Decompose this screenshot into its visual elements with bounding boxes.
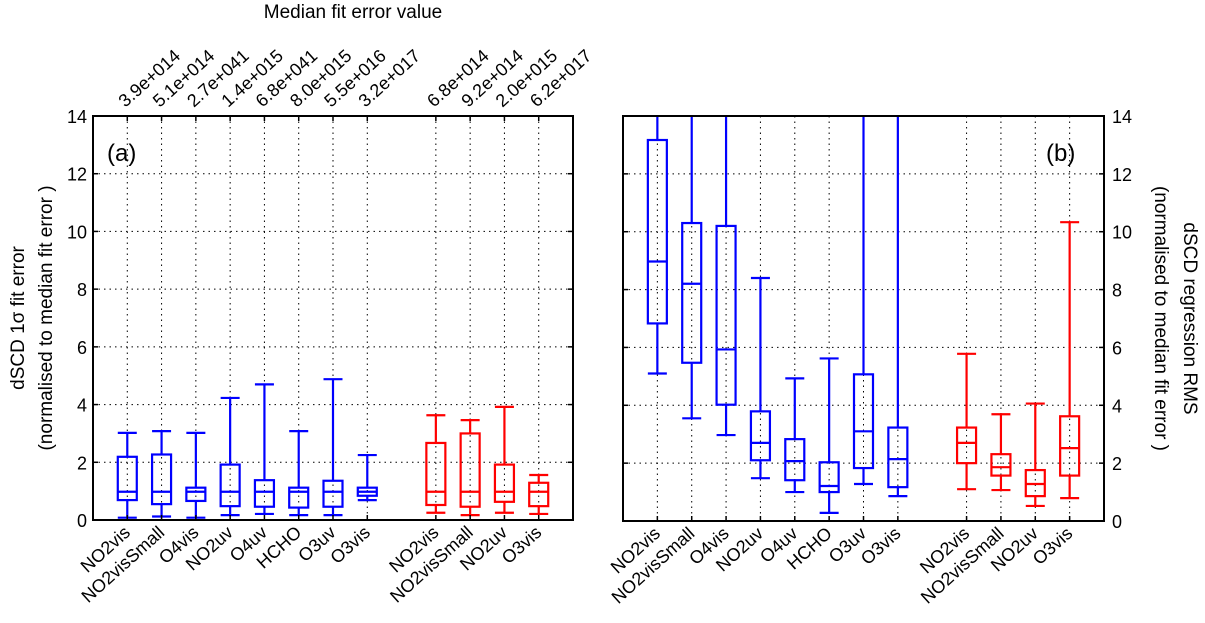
box-o3vis [1059, 221, 1081, 500]
box-iqr [749, 410, 772, 462]
y-tick-label: 0 [77, 511, 87, 531]
panel-label: (b) [1046, 140, 1075, 167]
y-tick-label: 10 [67, 222, 87, 242]
box-iqr [681, 221, 703, 364]
y-tick-label: 4 [77, 396, 87, 416]
box-iqr [322, 479, 344, 508]
y-tick-label: 2 [1112, 454, 1122, 474]
x-tick-label: O3vis [857, 523, 905, 569]
axes-frame [92, 115, 574, 521]
y-axis-title: (normalised to median fit error ) [36, 185, 57, 450]
y-tick-label: 12 [1112, 165, 1132, 185]
box-iqr [852, 373, 875, 470]
box-iqr [528, 481, 550, 508]
box-iqr [288, 486, 310, 509]
box-hcho [818, 357, 840, 515]
box-iqr [116, 455, 138, 502]
box-no2vis [955, 352, 978, 491]
y-tick-label: 14 [67, 107, 87, 127]
y-tick-label: 6 [1112, 338, 1122, 358]
x-tick-label: O3vis [1029, 523, 1077, 569]
box-iqr [818, 461, 840, 494]
box-no2vis [116, 431, 138, 519]
box-iqr [887, 426, 909, 489]
box-iqr [955, 426, 978, 465]
box-iqr [493, 463, 516, 503]
y-tick-label: 12 [67, 165, 87, 185]
axes-frame [622, 115, 1105, 522]
box-iqr [150, 453, 173, 506]
box-o4uv [253, 383, 276, 516]
box-iqr [219, 463, 241, 508]
panel-label: (a) [107, 140, 136, 167]
box-iqr [715, 224, 737, 406]
box-o3vis [887, 116, 909, 498]
box-no2vis [425, 414, 447, 514]
y-tick-label: 4 [1112, 396, 1122, 416]
y-tick-label: 0 [1112, 512, 1122, 532]
y-tick-label: 2 [77, 453, 87, 473]
box-o4vis [715, 116, 737, 437]
panel-b: NO2visNO2visSmallO4visNO2uvO4uvHCHOO3uvO… [607, 107, 1200, 608]
box-iqr [784, 438, 806, 482]
box-iqr [185, 486, 207, 503]
box-o3uv [322, 378, 344, 517]
box-o4uv [784, 377, 806, 494]
box-hcho [288, 430, 310, 517]
box-no2vissmall [990, 413, 1012, 492]
box-no2uv [1024, 402, 1046, 508]
box-no2uv [493, 405, 516, 514]
box-iqr [459, 432, 481, 508]
y-tick-label: 8 [1112, 281, 1122, 301]
y-tick-label: 10 [1112, 223, 1132, 243]
box-no2uv [219, 396, 241, 517]
box-no2vissmall [681, 116, 703, 420]
box-no2uv [749, 276, 772, 480]
y-tick-label: 14 [1112, 107, 1132, 127]
y-axis-title: (normalised to median fit error ) [1150, 186, 1171, 451]
panel-a: NO2vis3.9e+014NO2visSmall5.1e+014O4vis2.… [8, 2, 596, 607]
box-o3uv [852, 116, 875, 486]
box-iqr [253, 479, 276, 508]
box-o3vis [528, 473, 550, 516]
box-iqr [1059, 415, 1081, 477]
box-o3vis [356, 453, 378, 502]
x-tick-label: O3vis [326, 522, 374, 568]
box-iqr [646, 138, 668, 325]
box-iqr [425, 441, 447, 507]
y-tick-label: 8 [77, 280, 87, 300]
top-axis-title: Median fit error value [264, 2, 442, 23]
y-axis-title: dSCD regression RMS [1179, 222, 1200, 414]
box-iqr [990, 453, 1012, 477]
box-no2vis [646, 116, 668, 375]
box-o4vis [185, 431, 207, 519]
y-tick-label: 6 [77, 338, 87, 358]
box-no2vissmall [150, 430, 173, 518]
y-axis-title: dSCD 1σ fit error [8, 245, 29, 389]
x-tick-label: O3vis [498, 522, 546, 568]
box-no2vissmall [459, 419, 481, 517]
